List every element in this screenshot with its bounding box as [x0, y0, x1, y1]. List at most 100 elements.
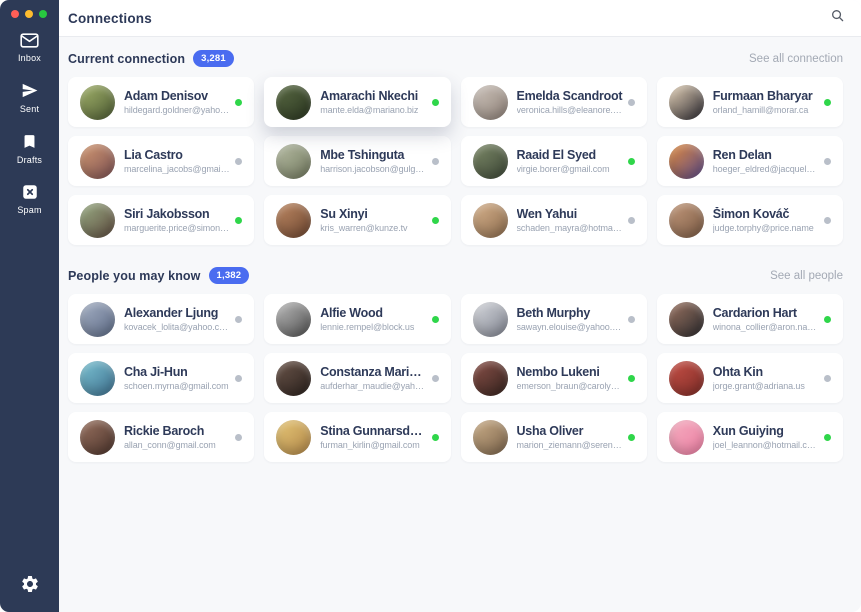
contact-info: Usha Oliver marion_ziemann@serena.biz [517, 424, 623, 450]
contact-card[interactable]: Cardarion Hart winona_collier@aron.name [656, 294, 843, 344]
status-dot [431, 98, 439, 106]
contact-info: Cha Ji-Hun schoen.myrna@gmail.com [124, 365, 230, 391]
contact-card[interactable]: Beth Murphy sawayn.elouise@yahoo.com [460, 294, 647, 344]
contact-name: Beth Murphy [516, 306, 591, 320]
contact-name: Cha Ji-Hun [124, 365, 188, 379]
contact-card[interactable]: Rickie Baroch allan_conn@gmail.com [68, 412, 255, 462]
see-all-people-link[interactable]: See all people [770, 269, 843, 282]
contact-card[interactable]: Nembo Lukeni emerson_braun@carolyne.net [460, 353, 647, 403]
contact-name: Šimon Kováč [712, 207, 790, 221]
status-dot [235, 315, 243, 323]
contact-card[interactable]: Furmaan Bharyar orland_hamill@morar.ca [656, 77, 843, 127]
contact-info: Alfie Wood lennie.rempel@block.us [320, 306, 426, 332]
contact-email: hildegard.goldner@yahoo.com [124, 105, 230, 115]
avatar [668, 301, 704, 337]
sidebar-item-drafts[interactable]: Drafts [0, 132, 59, 165]
sidebar-item-sent[interactable]: Sent [0, 81, 59, 114]
contact-email: aufderhar_maudie@yahoo.com [320, 381, 426, 391]
contact-info: Stina Gunnarsdottir furman_kirlin@gmail.… [320, 424, 426, 450]
section-title: People you may know [68, 268, 201, 283]
search-button[interactable] [830, 8, 845, 28]
contact-card[interactable]: Adam Denisov hildegard.goldner@yahoo.com [68, 77, 255, 127]
avatar [472, 301, 508, 337]
count-badge: 1,382 [208, 267, 250, 284]
contact-card[interactable]: Cha Ji-Hun schoen.myrna@gmail.com [68, 353, 255, 403]
contact-info: Lia Castro marcelina_jacobs@gmail.com [124, 148, 230, 174]
avatar [472, 143, 508, 179]
status-dot [431, 374, 439, 382]
sidebar-item-inbox[interactable]: Inbox [0, 32, 59, 63]
contact-email: veronica.hills@eleanore.info [516, 105, 623, 115]
contact-name: Constanza Mariano [320, 365, 427, 379]
contact-email: harrison.jacobson@gulgowski.us [320, 164, 427, 174]
contacts-grid: Alexander Ljung kovacek_lolita@yahoo.com… [68, 294, 843, 462]
close-window-button[interactable] [11, 10, 19, 18]
contact-email: orland_hamill@morar.ca [712, 105, 809, 115]
contact-card[interactable]: Alexander Ljung kovacek_lolita@yahoo.com [68, 294, 255, 344]
search-icon [830, 8, 845, 28]
contact-name: Mbe Tshinguta [320, 148, 405, 162]
contact-card[interactable]: Su Xinyi kris_warren@kunze.tv [264, 195, 451, 245]
contact-info: Šimon Kováč judge.torphy@price.name [713, 207, 819, 233]
contact-name: Alexander Ljung [124, 306, 219, 320]
avatar [276, 360, 312, 396]
contact-name: Su Xinyi [320, 207, 368, 221]
sidebar-nav: Inbox Sent Drafts Spam [0, 32, 59, 233]
settings-button[interactable] [20, 574, 40, 599]
contact-email: mante.elda@mariano.biz [320, 105, 419, 115]
contact-card[interactable]: Usha Oliver marion_ziemann@serena.biz [460, 412, 647, 462]
contact-info: Emelda Scandroot veronica.hills@eleanore… [517, 89, 623, 115]
contact-name: Ren Delan [712, 148, 772, 162]
avatar [276, 143, 312, 179]
section-header: Current connection 3,281 See all connect… [68, 49, 843, 68]
content-area: Current connection 3,281 See all connect… [59, 37, 861, 483]
status-dot [235, 374, 243, 382]
contact-card[interactable]: Mbe Tshinguta harrison.jacobson@gulgowsk… [264, 136, 451, 186]
contact-card[interactable]: Amarachi Nkechi mante.elda@mariano.biz [264, 77, 451, 127]
avatar [276, 301, 312, 337]
contact-name: Emelda Scandroot [516, 89, 623, 103]
contact-card[interactable]: Alfie Wood lennie.rempel@block.us [264, 294, 451, 344]
sidebar: Inbox Sent Drafts Spam [0, 0, 59, 612]
see-all-connection-link[interactable]: See all connection [749, 52, 843, 65]
contact-name: Alfie Wood [320, 306, 383, 320]
avatar [276, 202, 312, 238]
contact-card[interactable]: Constanza Mariano aufderhar_maudie@yahoo… [264, 353, 451, 403]
minimize-window-button[interactable] [25, 10, 33, 18]
contact-info: Ohta Kin jorge.grant@adriana.us [713, 365, 819, 391]
contact-card[interactable]: Šimon Kováč judge.torphy@price.name [656, 195, 843, 245]
contact-email: hoeger_eldred@jacquelyn.me [712, 164, 819, 174]
contact-card[interactable]: Emelda Scandroot veronica.hills@eleanore… [460, 77, 647, 127]
avatar [472, 419, 508, 455]
contact-email: judge.torphy@price.name [712, 223, 814, 233]
contact-name: Ohta Kin [712, 365, 763, 379]
zoom-window-button[interactable] [39, 10, 47, 18]
contact-info: Wen Yahui schaden_mayra@hotmail.com [517, 207, 623, 233]
contact-card[interactable]: Lia Castro marcelina_jacobs@gmail.com [68, 136, 255, 186]
contact-email: marion_ziemann@serena.biz [516, 440, 623, 450]
contact-card[interactable]: Raaid El Syed virgie.borer@gmail.com [460, 136, 647, 186]
contact-card[interactable]: Ohta Kin jorge.grant@adriana.us [656, 353, 843, 403]
contact-card[interactable]: Wen Yahui schaden_mayra@hotmail.com [460, 195, 647, 245]
contact-card[interactable]: Xun Guiying joel_leannon@hotmail.com [656, 412, 843, 462]
contact-email: kris_warren@kunze.tv [320, 223, 408, 233]
status-dot [431, 157, 439, 165]
contact-info: Amarachi Nkechi mante.elda@mariano.biz [320, 89, 426, 115]
avatar [668, 360, 704, 396]
section-current-connection: Current connection 3,281 See all connect… [68, 49, 843, 245]
contact-card[interactable]: Siri Jakobsson marguerite.price@simonis.… [68, 195, 255, 245]
contact-card[interactable]: Ren Delan hoeger_eldred@jacquelyn.me [656, 136, 843, 186]
avatar [472, 360, 508, 396]
sidebar-item-label: Sent [19, 104, 40, 114]
avatar [80, 84, 115, 120]
avatar [80, 419, 115, 455]
avatar [668, 143, 704, 179]
status-dot [627, 374, 635, 382]
contact-email: winona_collier@aron.name [712, 322, 819, 332]
status-dot [627, 433, 635, 441]
contact-name: Stina Gunnarsdottir [320, 424, 427, 438]
sidebar-item-spam[interactable]: Spam [0, 183, 59, 215]
contact-card[interactable]: Stina Gunnarsdottir furman_kirlin@gmail.… [264, 412, 451, 462]
sidebar-item-label: Spam [17, 205, 42, 215]
contact-name: Usha Oliver [516, 424, 584, 438]
